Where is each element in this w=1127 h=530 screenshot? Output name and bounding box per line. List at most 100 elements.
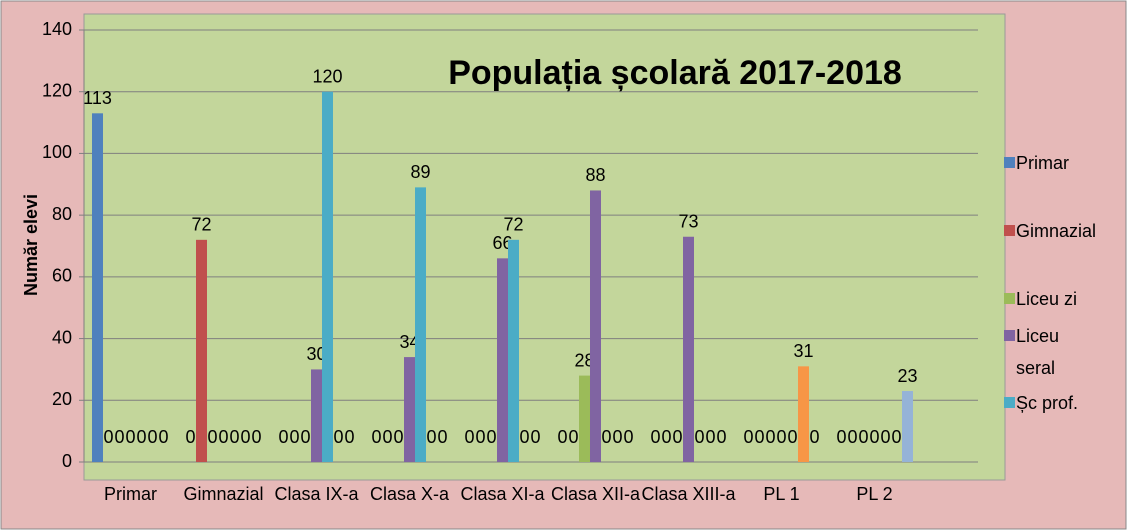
data-label: 0: [809, 427, 819, 447]
data-label: 0: [437, 427, 447, 447]
x-tick-label: Clasa X-a: [370, 484, 450, 504]
x-tick-label: Clasa XII-a: [551, 484, 641, 504]
data-label: 0: [836, 427, 846, 447]
legend-swatch: [1004, 397, 1015, 408]
data-label: 0: [716, 427, 726, 447]
y-tick-label: 140: [42, 19, 72, 39]
data-label: 0: [601, 427, 611, 447]
data-label: 0: [776, 427, 786, 447]
data-label: 0: [251, 427, 261, 447]
data-label: 0: [426, 427, 436, 447]
legend-label: Primar: [1016, 153, 1069, 173]
data-label: 0: [344, 427, 354, 447]
x-tick-label: PL 1: [763, 484, 799, 504]
data-label: 0: [672, 427, 682, 447]
bar: [404, 357, 415, 462]
bar: [196, 239, 207, 462]
legend-label: Gimnazial: [1016, 221, 1097, 241]
legend-label: Liceu zi: [1016, 289, 1078, 309]
data-label: 0: [136, 427, 146, 447]
data-label: 0: [858, 427, 868, 447]
bar: [497, 258, 508, 462]
data-label: 120: [312, 66, 342, 86]
data-label: 0: [185, 427, 195, 447]
data-label: 0: [557, 427, 567, 447]
data-label: 31: [793, 341, 813, 361]
data-label: 0: [147, 427, 157, 447]
x-tick-label: Clasa XIII-a: [641, 484, 736, 504]
data-label: 0: [869, 427, 879, 447]
data-label: 0: [393, 427, 403, 447]
y-tick-label: 60: [52, 266, 72, 286]
data-label: 0: [847, 427, 857, 447]
data-label: 0: [765, 427, 775, 447]
bar: [415, 187, 426, 462]
data-label: 72: [503, 215, 523, 235]
data-label: 0: [103, 427, 113, 447]
data-label: 0: [371, 427, 381, 447]
chart-title: Populația școlară 2017-2018: [448, 54, 902, 92]
legend-label: Liceu seral: [1016, 326, 1060, 378]
data-label: 0: [125, 427, 135, 447]
data-label: 0: [650, 427, 660, 447]
data-label: 0: [464, 427, 474, 447]
legend-swatch: [1004, 330, 1015, 341]
x-tick-label: PL 2: [856, 484, 892, 504]
data-label: 0: [333, 427, 343, 447]
data-label: 0: [612, 427, 622, 447]
data-label: 0: [158, 427, 168, 447]
y-tick-label: 40: [52, 327, 72, 347]
data-label: 0: [661, 427, 671, 447]
data-label: 0: [891, 427, 901, 447]
y-axis-label: Număr elevi: [21, 194, 41, 296]
data-label: 0: [787, 427, 797, 447]
legend-swatch: [1004, 157, 1015, 168]
x-tick-label: Primar: [104, 484, 157, 504]
data-label: 113: [83, 88, 112, 108]
data-label: 0: [754, 427, 764, 447]
bar: [311, 369, 322, 462]
data-label: 0: [218, 427, 228, 447]
data-label: 0: [278, 427, 288, 447]
data-label: 0: [207, 427, 217, 447]
data-label: 0: [382, 427, 392, 447]
y-tick-label: 20: [52, 389, 72, 409]
data-label: 0: [880, 427, 890, 447]
data-label: 0: [623, 427, 633, 447]
bar: [902, 391, 913, 462]
data-label: 0: [229, 427, 239, 447]
data-label: 88: [585, 165, 605, 185]
bar: [579, 375, 590, 462]
legend-label: Șc prof.: [1016, 393, 1079, 413]
data-label: 0: [114, 427, 124, 447]
data-label: 0: [486, 427, 496, 447]
data-label: 0: [694, 427, 704, 447]
bar: [683, 236, 694, 462]
y-tick-label: 80: [52, 204, 72, 224]
data-label: 0: [519, 427, 529, 447]
bar: [92, 113, 103, 463]
legend-swatch: [1004, 225, 1015, 236]
data-label: 0: [530, 427, 540, 447]
bar: [798, 366, 809, 462]
data-label: 89: [410, 162, 430, 182]
data-label: 0: [289, 427, 299, 447]
bar: [508, 239, 519, 462]
data-label: 28: [574, 350, 594, 370]
data-label: 72: [191, 215, 211, 235]
bar: [590, 190, 601, 462]
data-label: 0: [240, 427, 250, 447]
data-label: 30: [306, 344, 326, 364]
data-label: 0: [705, 427, 715, 447]
legend-swatch: [1004, 293, 1015, 304]
x-tick-label: Clasa IX-a: [274, 484, 359, 504]
data-label: 73: [678, 211, 698, 231]
data-label: 34: [399, 332, 419, 352]
y-tick-label: 100: [42, 142, 72, 162]
x-tick-label: Clasa XI-a: [460, 484, 545, 504]
y-tick-label: 120: [42, 80, 72, 100]
data-label: 0: [475, 427, 485, 447]
data-label: 66: [492, 233, 512, 253]
